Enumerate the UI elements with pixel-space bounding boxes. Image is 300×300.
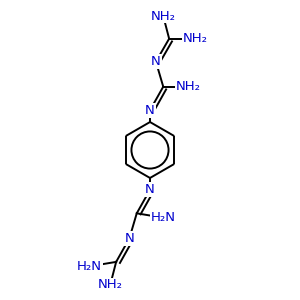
Text: NH₂: NH₂ [98,278,123,291]
Text: N: N [124,232,134,245]
Text: N: N [145,183,155,196]
Text: H₂N: H₂N [77,260,102,273]
Text: N: N [151,55,161,68]
Text: N: N [145,104,155,117]
Text: NH₂: NH₂ [151,10,176,22]
Text: H₂N: H₂N [151,211,176,224]
Text: NH₂: NH₂ [183,32,208,45]
Text: NH₂: NH₂ [176,80,201,93]
